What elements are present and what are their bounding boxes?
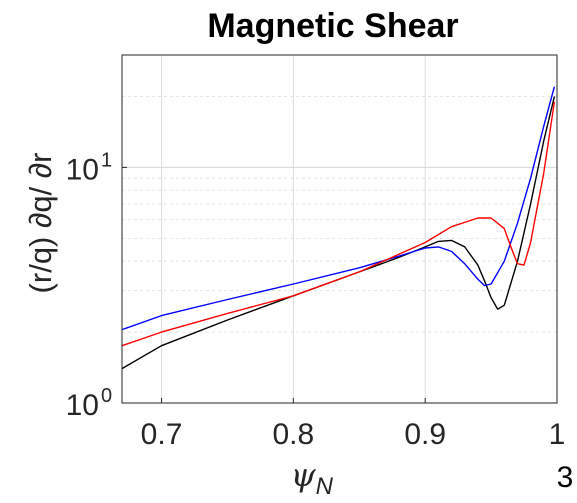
y-tick-label: 10 (66, 389, 99, 422)
y-tick-label: 10 (66, 153, 99, 186)
axes-box (121, 54, 558, 404)
x-tick-label: 0.7 (141, 418, 183, 451)
x-tick-label: 0.9 (404, 418, 446, 451)
series-line-3 (121, 101, 556, 347)
x-axis-label: ψN (291, 456, 334, 500)
series-line-2 (121, 86, 556, 331)
x-tick-label: 1 (549, 418, 566, 451)
y-tick-exponent: 1 (101, 149, 112, 171)
x-axis-label-subscript: N (316, 473, 334, 500)
y-tick-exponent: 0 (101, 385, 112, 407)
x-tick-label: 0.8 (273, 418, 315, 451)
x-axis-label-symbol: ψ (291, 456, 317, 494)
page-number: 3 (557, 461, 574, 494)
y-axis-label: (r/q) ∂q/ ∂r (23, 153, 58, 294)
series-line-1 (121, 96, 556, 370)
chart-title: Magnetic Shear (207, 7, 458, 45)
series-layer (121, 86, 556, 370)
grid (122, 54, 558, 404)
